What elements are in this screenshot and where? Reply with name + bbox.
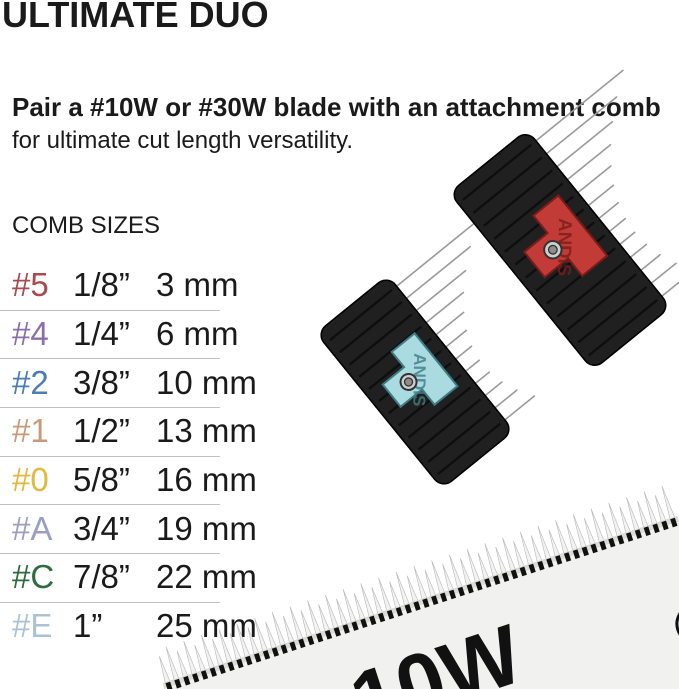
svg-text:ANDIS: ANDIS	[409, 353, 429, 407]
svg-text:ANDIS: ANDIS	[554, 218, 576, 276]
svg-text:10W: 10W	[340, 606, 534, 689]
